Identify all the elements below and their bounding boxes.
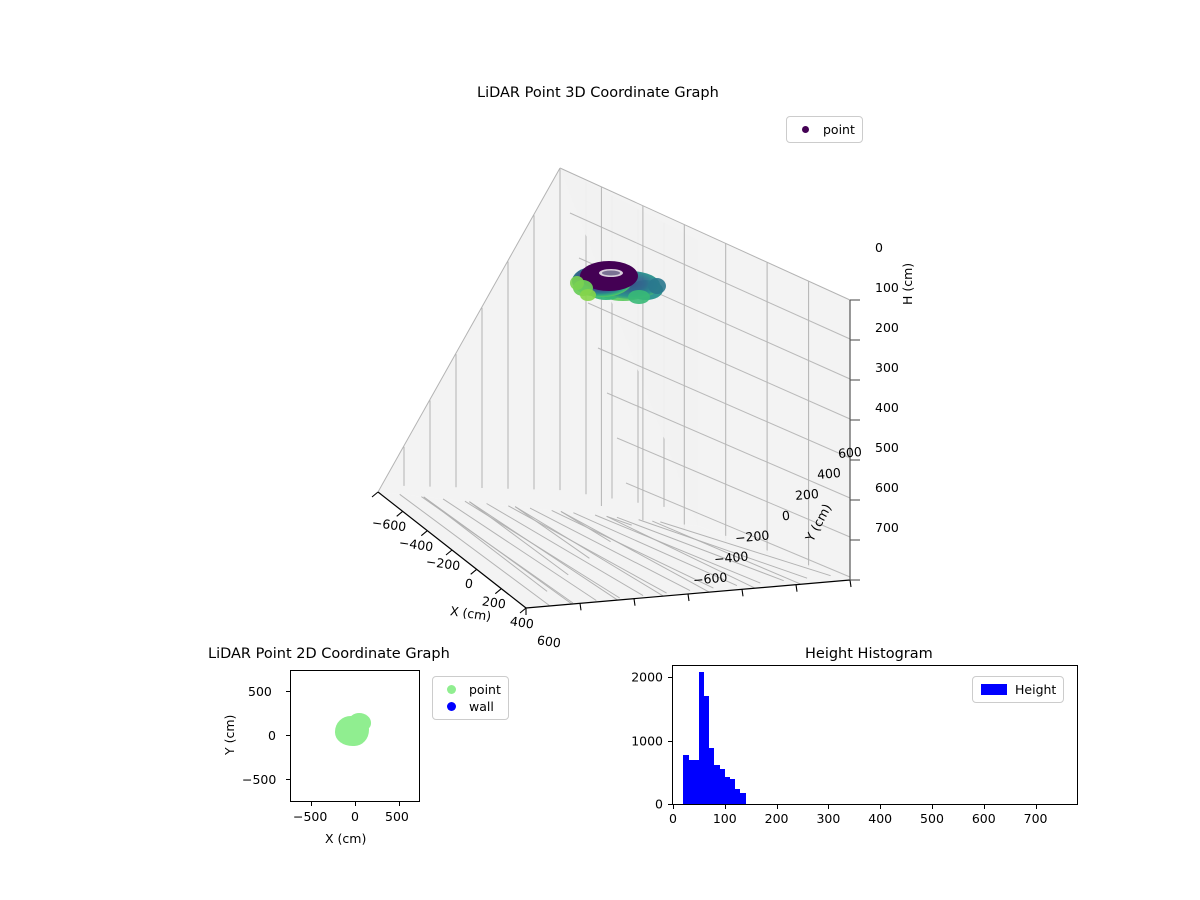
histogram-bar — [740, 793, 746, 804]
histogram-bar — [698, 672, 705, 804]
x-tick-label: 0 — [351, 809, 359, 824]
x-tick-label: 600 — [536, 632, 562, 651]
three-d-legend[interactable]: point — [786, 116, 863, 143]
three-d-axes[interactable]: −600 −400 −200 0 200 400 600 X (cm) 600 … — [330, 140, 920, 651]
height-patch-icon — [980, 684, 1008, 695]
z-axis-label: H (cm) — [900, 262, 915, 305]
histogram-bar — [719, 768, 725, 804]
x-tick-label: 700 — [1023, 811, 1048, 826]
x-tick-marks — [371, 491, 527, 614]
legend-item-wall[interactable]: wall — [440, 698, 501, 715]
x-tick-label: 600 — [971, 811, 996, 826]
y-tick-label: −500 — [242, 772, 277, 787]
histogram-bar — [683, 754, 689, 804]
x-tick-mark — [724, 805, 726, 809]
y-tick-label: 400 — [816, 464, 842, 483]
z-tick-label: 300 — [875, 360, 899, 375]
histogram-bar — [688, 759, 694, 804]
histogram-bar — [693, 759, 699, 804]
y-tick-mark — [286, 735, 290, 736]
wall-marker-icon — [440, 702, 462, 711]
y-tick-mark — [668, 677, 672, 679]
x-tick-mark — [355, 802, 356, 806]
histogram-bar — [714, 764, 720, 804]
x-tick-label: 400 — [509, 613, 535, 632]
two-d-axes[interactable] — [290, 670, 420, 802]
x-tick-mark — [399, 802, 400, 806]
y-tick-label: 0 — [781, 507, 791, 524]
x-tick-label: 500 — [920, 811, 944, 826]
histogram-bar — [729, 778, 736, 804]
y-tick-marks — [525, 579, 852, 615]
legend-label: Height — [1015, 682, 1057, 697]
z-tick-label: 100 — [875, 280, 899, 295]
y-tick-label: 2000 — [631, 669, 663, 685]
legend-item-point[interactable]: point — [794, 121, 855, 138]
legend-label: point — [469, 682, 501, 697]
histogram-title: Height Histogram — [805, 646, 933, 662]
y-tick-label: 600 — [837, 443, 863, 462]
y-tick-mark — [668, 740, 672, 742]
histogram-bar — [704, 696, 710, 804]
y-tick-label: 200 — [794, 485, 820, 504]
legend-label: wall — [469, 699, 494, 714]
z-tick-label: 500 — [875, 440, 899, 455]
x-tick-mark — [828, 805, 830, 809]
pane-xy — [378, 492, 850, 608]
x-tick-label: 200 — [764, 811, 789, 826]
histogram-bar — [735, 789, 741, 804]
y-tick-label: 1000 — [631, 733, 663, 749]
point-cloud-2d — [349, 713, 371, 731]
y-tick-label: 500 — [248, 684, 272, 699]
histogram-legend[interactable]: Height — [972, 676, 1065, 703]
legend-item-point[interactable]: point — [440, 681, 501, 698]
point-marker-icon — [440, 685, 462, 694]
z-tick-label: 700 — [875, 520, 899, 535]
histogram-bar — [709, 748, 715, 804]
x-tick-label: 100 — [712, 811, 737, 826]
three-d-title: LiDAR Point 3D Coordinate Graph — [477, 85, 719, 101]
x-tick-mark — [673, 805, 674, 809]
z-tick-label: 400 — [875, 400, 899, 415]
x-tick-mark — [1035, 805, 1037, 809]
y-tick-label: 0 — [268, 728, 276, 743]
y-tick-label: 0 — [655, 796, 663, 812]
x-tick-label: 400 — [868, 811, 893, 826]
y-axis-label: Y (cm) — [222, 714, 237, 755]
x-tick-label: −500 — [293, 809, 328, 824]
z-tick-label: 200 — [875, 320, 899, 335]
z-tick-label: 0 — [875, 240, 883, 255]
y-tick-label: −600 — [692, 569, 728, 588]
x-tick-mark — [983, 805, 985, 809]
y-tick-label: −400 — [713, 548, 749, 567]
x-tick-mark — [880, 805, 882, 809]
x-tick-label: 0 — [669, 811, 677, 826]
point-cloud-3d — [570, 261, 666, 304]
histogram-bar — [724, 777, 730, 804]
legend-item-height[interactable]: Height — [980, 681, 1056, 698]
y-tick-mark — [668, 804, 672, 805]
y-tick-mark — [286, 779, 290, 780]
z-tick-marks — [850, 299, 860, 581]
x-tick-mark — [776, 805, 778, 809]
x-tick-mark — [311, 802, 312, 806]
z-tick-label: 600 — [875, 480, 899, 495]
y-tick-label: −200 — [734, 527, 770, 546]
x-axis-label: X (cm) — [325, 831, 367, 846]
y-tick-mark — [286, 691, 290, 692]
x-tick-label: 500 — [385, 809, 409, 824]
legend-label: point — [823, 122, 855, 137]
point-marker-icon — [794, 126, 816, 133]
two-d-legend[interactable]: point wall — [432, 676, 509, 720]
x-tick-mark — [931, 805, 933, 809]
x-tick-label: 300 — [816, 811, 841, 826]
two-d-title: LiDAR Point 2D Coordinate Graph — [208, 646, 450, 662]
